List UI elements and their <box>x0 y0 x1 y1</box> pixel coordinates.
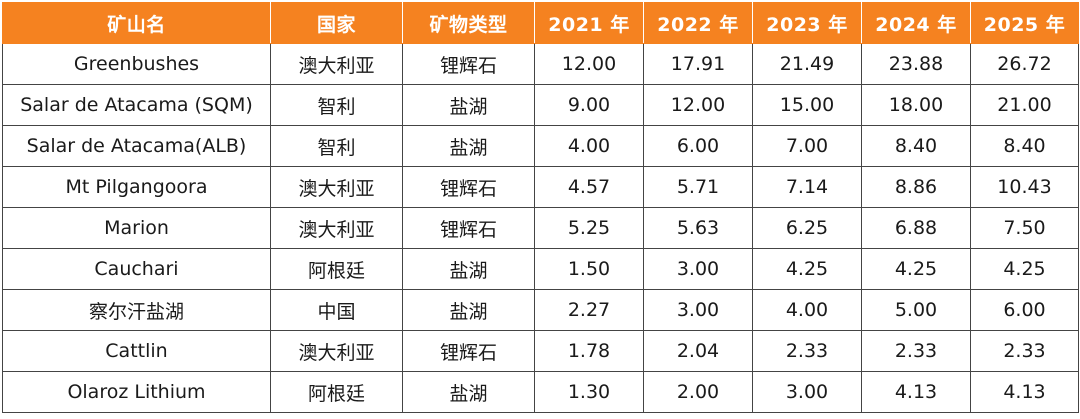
cell-2024: 6.88 <box>861 207 971 249</box>
table-row: Cattlin 澳大利亚 锂辉石 1.78 2.04 2.33 2.33 2.3… <box>2 330 1079 372</box>
cell-mineral-type: 盐湖 <box>402 371 535 413</box>
cell-2022: 5.63 <box>643 207 753 249</box>
header-year-2021: 2021 年 <box>534 2 644 44</box>
cell-2024: 23.88 <box>861 43 971 85</box>
cell-country: 澳大利亚 <box>270 330 403 372</box>
table-row: Marion 澳大利亚 锂辉石 5.25 5.63 6.25 6.88 7.50 <box>2 207 1079 249</box>
cell-2023: 4.00 <box>752 289 862 331</box>
cell-2021: 1.78 <box>534 330 644 372</box>
cell-2024: 2.33 <box>861 330 971 372</box>
cell-2023: 15.00 <box>752 84 862 126</box>
cell-mine-name: Salar de Atacama (SQM) <box>2 84 271 126</box>
cell-2022: 5.71 <box>643 166 753 208</box>
cell-2025: 7.50 <box>970 207 1079 249</box>
cell-2024: 4.25 <box>861 248 971 290</box>
cell-country: 阿根廷 <box>270 371 403 413</box>
cell-2023: 7.00 <box>752 125 862 167</box>
cell-mine-name: Salar de Atacama(ALB) <box>2 125 271 167</box>
header-year-2023: 2023 年 <box>752 2 862 44</box>
table-row: Olaroz Lithium 阿根廷 盐湖 1.30 2.00 3.00 4.1… <box>2 371 1079 413</box>
cell-mine-name: Mt Pilgangoora <box>2 166 271 208</box>
cell-2024: 8.40 <box>861 125 971 167</box>
cell-2025: 4.13 <box>970 371 1079 413</box>
cell-2025: 10.43 <box>970 166 1079 208</box>
cell-country: 澳大利亚 <box>270 207 403 249</box>
cell-2023: 21.49 <box>752 43 862 85</box>
cell-country: 中国 <box>270 289 403 331</box>
cell-2021: 5.25 <box>534 207 644 249</box>
cell-2021: 1.30 <box>534 371 644 413</box>
table-body: Greenbushes 澳大利亚 锂辉石 12.00 17.91 21.49 2… <box>2 43 1079 413</box>
header-country: 国家 <box>270 2 403 44</box>
cell-2021: 9.00 <box>534 84 644 126</box>
header-year-2022: 2022 年 <box>643 2 753 44</box>
table-row: Salar de Atacama(ALB) 智利 盐湖 4.00 6.00 7.… <box>2 125 1079 167</box>
cell-2025: 21.00 <box>970 84 1079 126</box>
cell-country: 阿根廷 <box>270 248 403 290</box>
cell-mineral-type: 锂辉石 <box>402 43 535 85</box>
cell-mineral-type: 盐湖 <box>402 125 535 167</box>
cell-2023: 4.25 <box>752 248 862 290</box>
table-row: Greenbushes 澳大利亚 锂辉石 12.00 17.91 21.49 2… <box>2 43 1079 85</box>
cell-2025: 4.25 <box>970 248 1079 290</box>
cell-2025: 26.72 <box>970 43 1079 85</box>
cell-2021: 4.57 <box>534 166 644 208</box>
table-row: 察尔汗盐湖 中国 盐湖 2.27 3.00 4.00 5.00 6.00 <box>2 289 1079 331</box>
cell-2021: 2.27 <box>534 289 644 331</box>
cell-2022: 2.00 <box>643 371 753 413</box>
cell-2021: 12.00 <box>534 43 644 85</box>
cell-2022: 6.00 <box>643 125 753 167</box>
cell-2023: 2.33 <box>752 330 862 372</box>
header-mine-name: 矿山名 <box>2 2 271 44</box>
cell-mineral-type: 锂辉石 <box>402 166 535 208</box>
cell-mineral-type: 锂辉石 <box>402 207 535 249</box>
cell-2022: 12.00 <box>643 84 753 126</box>
cell-mineral-type: 锂辉石 <box>402 330 535 372</box>
header-mineral-type: 矿物类型 <box>402 2 535 44</box>
cell-mine-name: Cauchari <box>2 248 271 290</box>
cell-2021: 4.00 <box>534 125 644 167</box>
cell-2024: 18.00 <box>861 84 971 126</box>
table-row: Mt Pilgangoora 澳大利亚 锂辉石 4.57 5.71 7.14 8… <box>2 166 1079 208</box>
table-header: 矿山名 国家 矿物类型 2021 年 2022 年 2023 年 2024 年 … <box>2 2 1079 44</box>
cell-mine-name: Cattlin <box>2 330 271 372</box>
cell-2023: 3.00 <box>752 371 862 413</box>
cell-2023: 6.25 <box>752 207 862 249</box>
cell-2022: 2.04 <box>643 330 753 372</box>
cell-2022: 3.00 <box>643 248 753 290</box>
cell-2022: 3.00 <box>643 289 753 331</box>
cell-country: 智利 <box>270 125 403 167</box>
header-year-2024: 2024 年 <box>861 2 971 44</box>
cell-mine-name: 察尔汗盐湖 <box>2 289 271 331</box>
cell-2022: 17.91 <box>643 43 753 85</box>
header-year-2025: 2025 年 <box>970 2 1079 44</box>
cell-country: 智利 <box>270 84 403 126</box>
cell-mineral-type: 盐湖 <box>402 84 535 126</box>
header-row: 矿山名 国家 矿物类型 2021 年 2022 年 2023 年 2024 年 … <box>2 2 1079 44</box>
cell-2025: 2.33 <box>970 330 1079 372</box>
cell-country: 澳大利亚 <box>270 43 403 85</box>
cell-mine-name: Olaroz Lithium <box>2 371 271 413</box>
mine-capacity-table: 矿山名 国家 矿物类型 2021 年 2022 年 2023 年 2024 年 … <box>2 2 1079 413</box>
cell-country: 澳大利亚 <box>270 166 403 208</box>
cell-2025: 6.00 <box>970 289 1079 331</box>
cell-mineral-type: 盐湖 <box>402 289 535 331</box>
table-row: Salar de Atacama (SQM) 智利 盐湖 9.00 12.00 … <box>2 84 1079 126</box>
cell-mineral-type: 盐湖 <box>402 248 535 290</box>
table-row: Cauchari 阿根廷 盐湖 1.50 3.00 4.25 4.25 4.25 <box>2 248 1079 290</box>
cell-mine-name: Greenbushes <box>2 43 271 85</box>
cell-2024: 5.00 <box>861 289 971 331</box>
cell-2024: 4.13 <box>861 371 971 413</box>
cell-2021: 1.50 <box>534 248 644 290</box>
cell-mine-name: Marion <box>2 207 271 249</box>
cell-2024: 8.86 <box>861 166 971 208</box>
cell-2023: 7.14 <box>752 166 862 208</box>
cell-2025: 8.40 <box>970 125 1079 167</box>
